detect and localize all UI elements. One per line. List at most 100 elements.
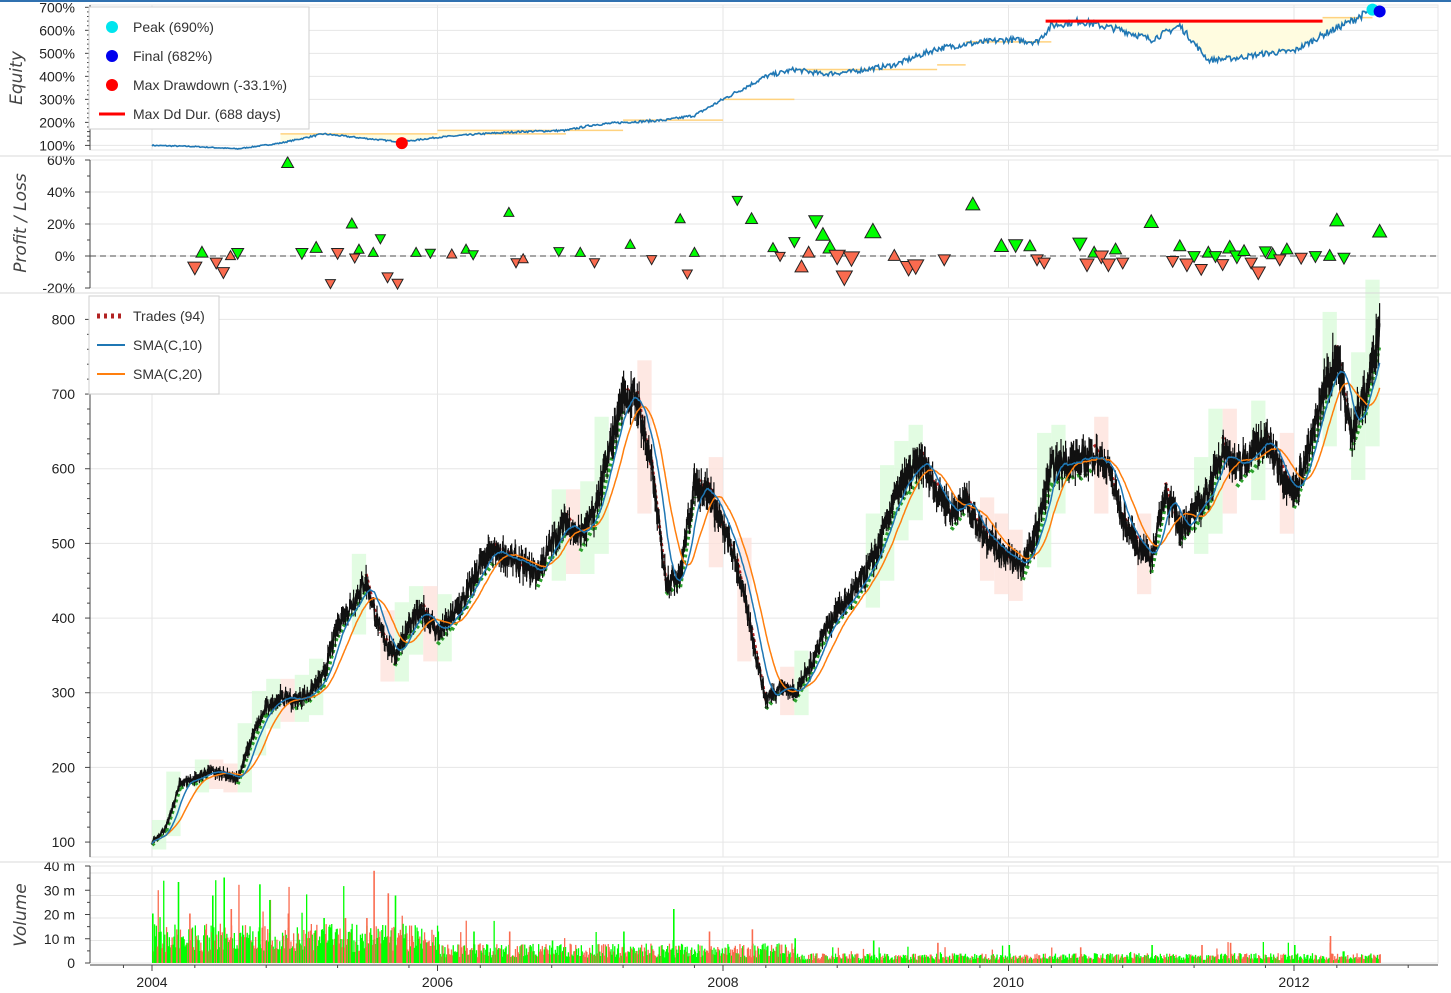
volume-bar: [1141, 957, 1143, 963]
volume-bar: [1314, 954, 1316, 963]
volume-bar: [441, 945, 443, 963]
volume-bar: [583, 952, 585, 963]
volume-bar: [384, 925, 387, 963]
volume-bar: [364, 933, 366, 963]
volume-bar: [1318, 959, 1320, 963]
volume-bar: [1145, 955, 1148, 963]
volume-bar: [276, 939, 278, 963]
volume-spike-bar: [473, 931, 475, 963]
winning-trade-marker: [309, 240, 324, 253]
volume-bar: [611, 954, 613, 963]
volume-bar: [1267, 957, 1269, 963]
volume-bar: [588, 954, 590, 963]
losing-trade-marker: [794, 259, 809, 273]
volume-bar: [1005, 957, 1007, 963]
volume-bar: [1060, 955, 1062, 963]
volume-bar: [759, 949, 762, 963]
volume-bar: [710, 946, 712, 963]
volume-bar: [946, 959, 948, 963]
volume-bar: [1020, 957, 1022, 963]
volume-bar: [927, 956, 929, 963]
volume-bar: [924, 957, 927, 963]
volume-bar: [824, 955, 826, 963]
volume-bar: [974, 953, 976, 963]
volume-bar: [397, 937, 399, 963]
volume-bar: [1083, 954, 1085, 963]
volume-bar: [172, 944, 174, 963]
volume-bar: [161, 948, 163, 963]
equity-y-tick-label: 200%: [39, 114, 75, 130]
volume-bar: [958, 957, 960, 963]
volume-bar: [565, 956, 568, 963]
volume-bar: [1014, 960, 1016, 963]
volume-bar: [379, 931, 381, 963]
volume-bar: [1248, 955, 1250, 963]
volume-bar: [1373, 954, 1375, 963]
volume-bar: [1282, 954, 1284, 963]
volume-bar: [443, 953, 445, 963]
volume-bar: [644, 951, 646, 963]
volume-bar: [1232, 955, 1234, 963]
volume-bar: [475, 950, 478, 963]
volume-bar: [329, 924, 331, 963]
volume-bar: [176, 929, 178, 963]
equity-line: [151, 4, 1381, 150]
volume-bar: [1266, 957, 1268, 963]
volume-bar: [815, 953, 817, 963]
volume-bar: [422, 948, 424, 963]
volume-bar: [592, 955, 594, 963]
volume-bar: [716, 952, 718, 963]
winning-trade-marker: [280, 155, 295, 169]
volume-bar: [445, 957, 447, 963]
volume-bar: [615, 954, 618, 963]
volume-y-tick-label: 20 m: [44, 907, 75, 923]
losing-trade-marker: [216, 267, 231, 280]
price-panel: 100 200 300 400 500 600 700 800 Trades (94) SMA…: [52, 279, 1439, 858]
volume-bar: [464, 950, 466, 963]
volume-bar: [512, 955, 514, 963]
volume-bar: [747, 947, 749, 963]
volume-bar: [678, 945, 680, 963]
volume-bar: [1024, 954, 1026, 963]
volume-bar: [1360, 957, 1362, 963]
volume-bar: [582, 954, 584, 963]
volume-bar: [1177, 959, 1179, 963]
volume-bar: [514, 949, 517, 963]
volume-y-tick-label: 40 m: [44, 858, 75, 874]
volume-bar: [491, 954, 493, 963]
volume-bar: [1297, 953, 1299, 963]
volume-bar: [1204, 959, 1206, 963]
volume-bar: [976, 955, 978, 963]
winning-trade-marker: [374, 234, 387, 245]
volume-bar: [959, 953, 961, 963]
volume-bar: [748, 955, 750, 963]
volume-bar: [1328, 957, 1330, 963]
volume-bar: [354, 951, 356, 963]
volume-bar: [277, 948, 279, 963]
volume-bar: [621, 947, 623, 963]
volume-bar: [400, 935, 402, 963]
volume-bar: [352, 951, 354, 963]
winning-trade-marker: [1108, 242, 1123, 255]
volume-bar: [753, 955, 755, 963]
legend-max-drawdown-swatch: [106, 79, 118, 91]
volume-bar: [1130, 951, 1132, 963]
volume-bar: [500, 948, 502, 963]
volume-bar: [617, 944, 620, 963]
volume-bar: [229, 939, 231, 963]
volume-bar: [1124, 956, 1126, 963]
volume-spike-bar: [387, 893, 390, 964]
volume-bar: [1256, 958, 1258, 963]
volume-bar: [1239, 953, 1241, 963]
volume-bar: [1081, 956, 1083, 963]
volume-bar: [463, 945, 466, 963]
volume-bar: [1273, 956, 1276, 963]
volume-bar: [332, 944, 335, 963]
volume-bar: [1310, 955, 1312, 963]
volume-bar: [837, 947, 839, 963]
losing-trade-marker: [645, 255, 658, 266]
volume-bar: [1063, 954, 1065, 963]
volume-bar: [978, 955, 980, 963]
volume-bar: [775, 946, 777, 963]
volume-bar: [609, 951, 611, 963]
